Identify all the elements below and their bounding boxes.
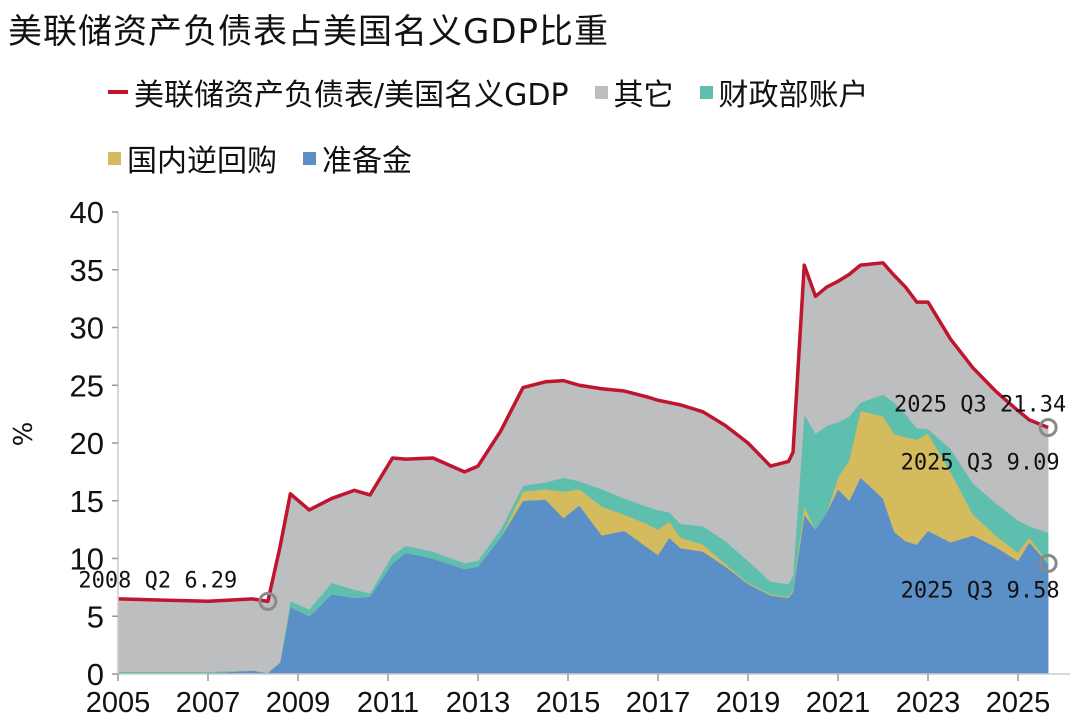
legend-swatch — [699, 85, 713, 99]
legend-label: 国内逆回购 — [127, 144, 277, 179]
x-tick-label: 2021 — [806, 687, 871, 719]
legend-item-reserves: 准备金 — [303, 136, 412, 180]
legend-row-1: 美联储资产负债表/美国名义GDP 其它 财政部账户 — [108, 70, 869, 114]
legend-item-line: 美联储资产负债表/美国名义GDP — [108, 70, 569, 114]
legend-label: 美联储资产负债表/美国名义GDP — [134, 78, 569, 113]
x-tick-label: 2009 — [266, 687, 331, 719]
y-tick-label: 40 — [70, 195, 104, 230]
annotation-marker — [1038, 418, 1058, 438]
legend-item-tga: 财政部账户 — [699, 70, 869, 114]
y-tick-label: 15 — [70, 484, 104, 519]
annotation-label: 2025 Q3 9.58 — [901, 578, 1060, 603]
legend-item-rrp: 国内逆回购 — [108, 136, 277, 180]
y-tick-label: 10 — [70, 542, 104, 577]
legend-row-2: 国内逆回购 准备金 — [108, 136, 412, 180]
annotation-marker — [1038, 553, 1058, 573]
legend-item-other: 其它 — [594, 70, 674, 114]
x-tick-label: 2011 — [357, 687, 419, 719]
legend-line-swatch — [108, 90, 128, 94]
y-tick-label: 20 — [70, 426, 104, 461]
y-tick-label: 25 — [70, 368, 104, 403]
x-tick-label: 2007 — [176, 687, 241, 719]
annotation-label: 2025 Q3 9.09 — [901, 451, 1060, 476]
legend-label: 财政部账户 — [718, 78, 869, 113]
y-axis-label: % — [9, 422, 39, 447]
chart-title: 美联储资产负债表占美国名义GDP比重 — [8, 12, 610, 52]
y-tick-label: 35 — [70, 253, 104, 288]
x-tick-label: 2017 — [626, 687, 691, 719]
x-tick-label: 2005 — [86, 687, 151, 719]
legend-label: 其它 — [613, 78, 674, 113]
x-tick-label: 2013 — [446, 687, 511, 719]
legend-label: 准备金 — [322, 144, 412, 179]
annotation-label: 2008 Q2 6.29 — [78, 568, 237, 593]
legend-swatch — [108, 151, 121, 165]
annotation-marker — [258, 591, 278, 611]
y-tick-label: 5 — [87, 599, 104, 634]
legend-swatch — [303, 151, 316, 165]
x-tick-label: 2015 — [536, 687, 601, 719]
x-tick-label: 2019 — [716, 687, 781, 719]
line-balance-sheet — [117, 261, 1049, 604]
legend-swatch — [594, 85, 608, 99]
annotation-label: 2025 Q3 21.34 — [894, 393, 1066, 418]
x-tick-label: 2023 — [896, 687, 961, 719]
y-tick-label: 0 — [87, 657, 104, 692]
x-tick-label: 2025 — [986, 687, 1051, 719]
y-tick-label: 30 — [70, 311, 104, 346]
